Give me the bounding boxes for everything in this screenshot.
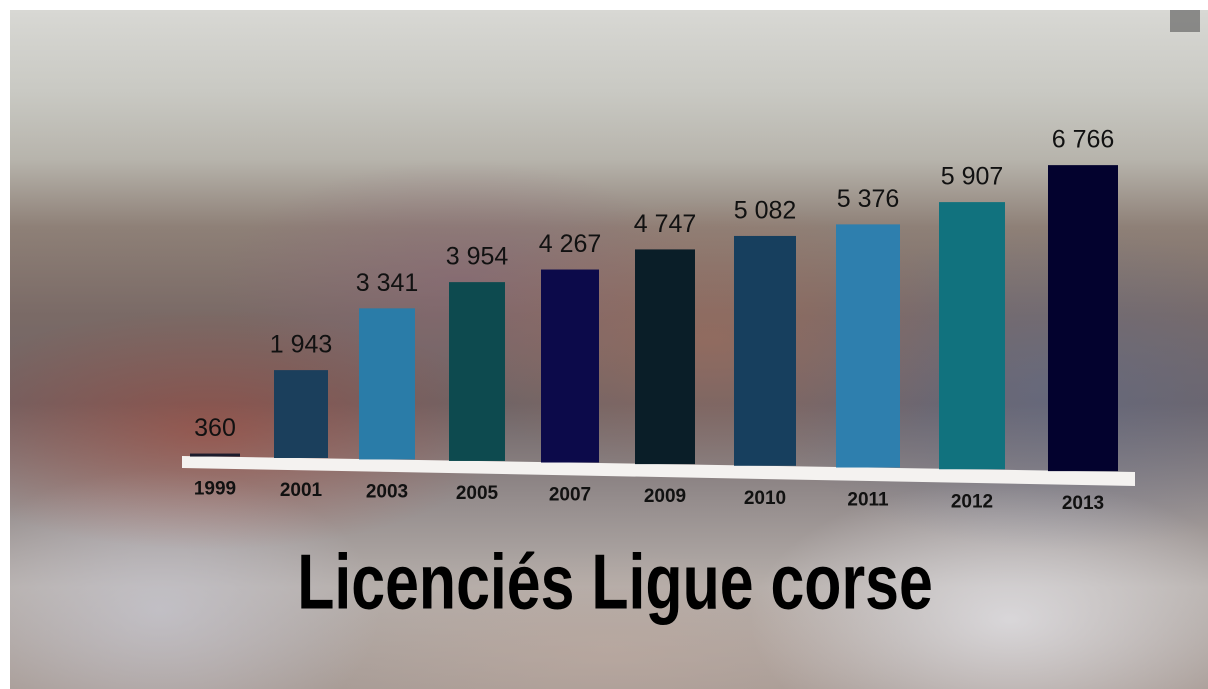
bar bbox=[635, 249, 695, 465]
bar bbox=[836, 224, 900, 468]
value-label: 3 341 bbox=[356, 269, 419, 297]
value-label: 5 907 bbox=[941, 163, 1004, 191]
bar bbox=[274, 370, 328, 458]
x-tick-label: 1999 bbox=[194, 479, 236, 500]
x-tick-label: 2003 bbox=[366, 481, 408, 502]
bar bbox=[449, 282, 505, 461]
bar bbox=[190, 453, 240, 457]
video-frame: 360 1999 1 943 2001 3 341 2003 3 954 2005 4 267 2… bbox=[10, 10, 1208, 689]
value-label: 1 943 bbox=[270, 331, 333, 359]
value-label: 4 747 bbox=[634, 210, 697, 238]
value-label: 6 766 bbox=[1052, 126, 1115, 154]
bar bbox=[359, 308, 415, 460]
x-tick-label: 2013 bbox=[1062, 493, 1104, 514]
x-tick-label: 2009 bbox=[644, 486, 686, 507]
bar bbox=[734, 235, 796, 466]
chart: 360 1999 1 943 2001 3 341 2003 3 954 2005 4 267 2… bbox=[182, 10, 1200, 625]
bar bbox=[1048, 165, 1118, 472]
bars: 360 1999 1 943 2001 3 341 2003 3 954 2005 4 267 2… bbox=[190, 126, 1118, 514]
bar bbox=[939, 202, 1005, 470]
corner-icon bbox=[1170, 10, 1200, 32]
x-tick-label: 2001 bbox=[280, 480, 323, 501]
chart-title: Licenciés Ligue corse bbox=[297, 538, 933, 625]
x-tick-label: 2010 bbox=[744, 488, 786, 509]
value-label: 360 bbox=[194, 414, 236, 442]
x-tick-label: 2007 bbox=[549, 485, 591, 506]
x-tick-label: 2011 bbox=[847, 490, 889, 511]
value-label: 5 082 bbox=[734, 197, 797, 225]
x-tick-label: 2012 bbox=[951, 491, 993, 512]
bar bbox=[541, 269, 599, 463]
value-label: 5 376 bbox=[837, 185, 900, 213]
x-tick-label: 2005 bbox=[456, 483, 499, 504]
value-label: 4 267 bbox=[539, 230, 602, 258]
value-label: 3 954 bbox=[446, 243, 509, 271]
baseline-bar bbox=[182, 456, 1135, 486]
